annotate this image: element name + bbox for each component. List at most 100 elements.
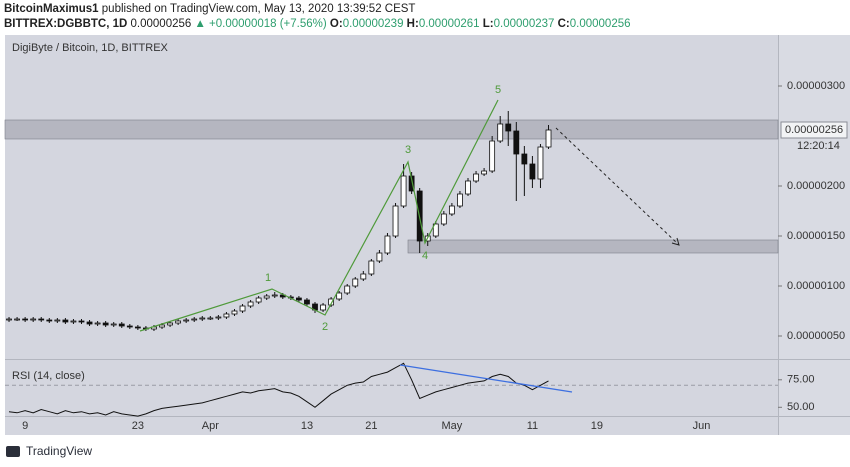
x-tick-label: 11 — [527, 420, 538, 432]
field-label: H: — [406, 18, 419, 30]
candle-body — [46, 319, 53, 322]
y-tick-label: 0.00000050 — [787, 330, 845, 342]
candle-body — [352, 278, 359, 287]
candle-body — [473, 173, 479, 182]
wave-line — [139, 99, 499, 332]
candle-body — [400, 175, 407, 207]
y-tick-label: 0.00000300 — [787, 80, 845, 92]
candle-body — [304, 299, 310, 305]
chart-title: DigiByte / Bitcoin, 1D, BITTREX — [12, 42, 169, 54]
candle-body — [159, 324, 165, 328]
header: BitcoinMaximus1 published on TradingView… — [4, 2, 631, 32]
candle-body — [134, 326, 141, 329]
candle-body — [30, 318, 37, 321]
candle-body — [263, 295, 270, 299]
candle-body — [440, 213, 447, 225]
x-tick-label: 23 — [132, 420, 144, 432]
x-tick-label: May — [442, 420, 463, 432]
candle-body — [489, 140, 496, 172]
candle-body — [183, 319, 190, 322]
candle-body — [465, 180, 471, 195]
y-tick-label: 0.00000150 — [787, 230, 845, 242]
candle-body — [384, 235, 391, 254]
candle-body — [199, 317, 206, 320]
field-label: O: — [329, 18, 343, 30]
candle-body — [239, 305, 246, 312]
candle-body — [255, 297, 262, 303]
wave-label: 4 — [422, 250, 428, 262]
candle-body — [207, 317, 214, 320]
field-value: 0.00000256 — [569, 18, 631, 30]
countdown: 12:20:14 — [797, 140, 840, 152]
x-tick-label: Jun — [693, 420, 711, 432]
last-price-box — [780, 121, 848, 139]
candle-body — [529, 163, 536, 180]
candle-body — [247, 301, 254, 307]
wave-label: 3 — [405, 144, 411, 156]
candle-body — [271, 294, 278, 297]
candle-body — [215, 316, 222, 319]
candle-body — [6, 318, 12, 321]
y-tick-label: 50.00 — [787, 401, 815, 413]
candle-body — [505, 123, 512, 132]
x-tick-label: 9 — [22, 420, 28, 432]
candle-body — [392, 205, 399, 237]
candle-body — [191, 318, 198, 321]
footer-brand: TradingView — [26, 444, 92, 458]
price: 0.00000256 — [130, 18, 192, 30]
candle-body — [368, 260, 375, 275]
candle-body — [408, 175, 415, 192]
candle-body — [175, 320, 182, 324]
candle-body — [537, 146, 544, 180]
candle-body — [102, 322, 109, 326]
projection-line — [555, 127, 679, 245]
candle-body — [167, 322, 173, 326]
candle-body — [328, 298, 335, 306]
candle-body — [545, 129, 552, 148]
candle-body — [231, 310, 238, 315]
candle-body — [78, 320, 85, 323]
candle-body — [22, 318, 29, 321]
rsi-title: RSI (14, close) — [12, 370, 85, 382]
projection-arrow — [671, 237, 680, 246]
candle-body — [54, 319, 61, 322]
field-label: C: — [557, 18, 570, 30]
field-label: L: — [482, 18, 494, 30]
price-zone — [407, 239, 779, 254]
candle-body — [320, 304, 326, 311]
candle-body — [94, 322, 101, 325]
y-tick-label: 75.00 — [787, 374, 815, 386]
price-zone — [4, 119, 779, 140]
candle-body — [448, 205, 455, 215]
candle-body — [432, 223, 439, 237]
field-value: 0.00000261 — [418, 18, 480, 30]
candle-body — [110, 323, 117, 326]
symbol: BITTREX:DGBBTC, 1D — [4, 18, 128, 30]
published: published on TradingView.com, May 13, 20… — [101, 3, 416, 15]
y-tick-label: 0.00000100 — [787, 280, 845, 292]
wave-label: 1 — [265, 272, 271, 284]
candle-body — [296, 297, 302, 301]
field-value: 0.00000239 — [342, 18, 404, 30]
author: BitcoinMaximus1 — [4, 3, 99, 15]
x-tick-label: 21 — [365, 420, 377, 432]
rsi-line — [8, 362, 549, 417]
candle-body — [521, 153, 528, 165]
candle-body — [497, 123, 504, 142]
candle-body — [118, 323, 125, 327]
candle-body — [513, 130, 520, 155]
candle-body — [457, 193, 463, 207]
x-tick-label: 13 — [301, 420, 313, 432]
change: ▲ +0.00000018 (+7.56%) — [194, 18, 327, 30]
candle-body — [376, 252, 383, 262]
last-price-label: 0.00000256 — [785, 124, 843, 136]
axis-background — [778, 35, 850, 435]
logo-icon — [6, 446, 20, 457]
candle-body — [223, 313, 230, 318]
header-line: BITTREX:DGBBTC, 1D 0.00000256 ▲ +0.00000… — [4, 17, 631, 32]
candle-body — [14, 318, 20, 321]
candle-body — [70, 320, 77, 323]
x-tick-label: 19 — [591, 420, 603, 432]
